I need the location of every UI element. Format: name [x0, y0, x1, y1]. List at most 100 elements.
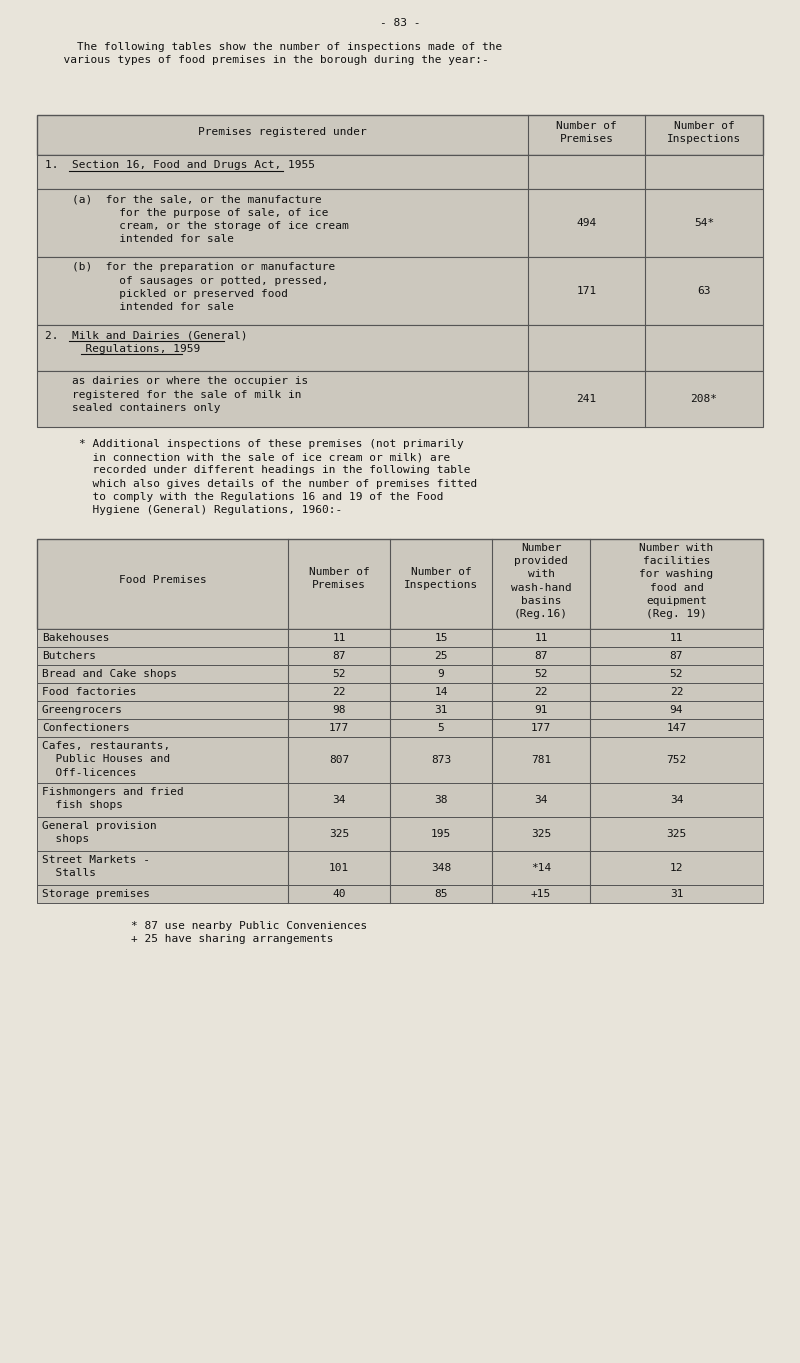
- Text: Butchers: Butchers: [42, 652, 96, 661]
- Text: General provision: General provision: [42, 821, 157, 831]
- Text: 325: 325: [329, 829, 349, 840]
- Text: 98: 98: [332, 705, 346, 716]
- Text: * Additional inspections of these premises (not primarily
      in connection wi: * Additional inspections of these premis…: [52, 439, 478, 515]
- Text: 87: 87: [332, 652, 346, 661]
- Bar: [37, 628, 763, 647]
- Text: 31: 31: [434, 705, 448, 716]
- Bar: [37, 155, 763, 189]
- Text: 34: 34: [670, 795, 683, 806]
- Bar: [37, 816, 763, 851]
- Text: * 87 use nearby Public Conveniences
            + 25 have sharing arrangements: * 87 use nearby Public Conveniences + 25…: [50, 921, 367, 945]
- Text: Regulations, 1959: Regulations, 1959: [45, 343, 200, 353]
- Text: 781: 781: [531, 755, 551, 765]
- Bar: [37, 538, 763, 628]
- Text: Confectioners: Confectioners: [42, 722, 130, 733]
- Text: sealed containers only: sealed containers only: [45, 403, 221, 413]
- Text: Off-licences: Off-licences: [42, 767, 137, 778]
- Text: 208*: 208*: [690, 394, 718, 403]
- Text: 87: 87: [534, 652, 548, 661]
- Text: - 83 -: - 83 -: [380, 18, 420, 29]
- Text: 325: 325: [666, 829, 686, 840]
- Text: Fishmongers and fried: Fishmongers and fried: [42, 786, 184, 797]
- Text: 195: 195: [431, 829, 451, 840]
- Bar: [37, 851, 763, 885]
- Text: 241: 241: [576, 394, 597, 403]
- Text: 38: 38: [434, 795, 448, 806]
- Bar: [37, 258, 763, 324]
- Text: 147: 147: [666, 722, 686, 733]
- Text: fish shops: fish shops: [42, 800, 123, 811]
- Text: 52: 52: [670, 669, 683, 679]
- Bar: [37, 114, 763, 155]
- Bar: [37, 885, 763, 904]
- Text: cream, or the storage of ice cream: cream, or the storage of ice cream: [45, 221, 349, 230]
- Text: 1.  Section 16, Food and Drugs Act, 1955: 1. Section 16, Food and Drugs Act, 1955: [45, 159, 315, 170]
- Text: 31: 31: [670, 889, 683, 900]
- Text: 85: 85: [434, 889, 448, 900]
- Bar: [37, 647, 763, 665]
- Text: shops: shops: [42, 834, 90, 845]
- Text: 177: 177: [329, 722, 349, 733]
- Text: 34: 34: [534, 795, 548, 806]
- Bar: [37, 782, 763, 816]
- Text: 171: 171: [576, 286, 597, 296]
- Text: 22: 22: [534, 687, 548, 696]
- Text: 14: 14: [434, 687, 448, 696]
- Text: 22: 22: [332, 687, 346, 696]
- Text: Bakehouses: Bakehouses: [42, 632, 110, 643]
- Bar: [37, 720, 763, 737]
- Text: Premises registered under: Premises registered under: [198, 127, 367, 138]
- Text: 87: 87: [670, 652, 683, 661]
- Text: (a)  for the sale, or the manufacture: (a) for the sale, or the manufacture: [45, 194, 322, 204]
- Text: Number of
Inspections: Number of Inspections: [667, 121, 741, 144]
- Text: Cafes, restaurants,: Cafes, restaurants,: [42, 741, 170, 751]
- Text: Food factories: Food factories: [42, 687, 137, 696]
- Text: Number of
Premises: Number of Premises: [556, 121, 617, 144]
- Text: Storage premises: Storage premises: [42, 889, 150, 900]
- Text: 63: 63: [698, 286, 710, 296]
- Bar: [37, 189, 763, 258]
- Text: 91: 91: [534, 705, 548, 716]
- Text: 325: 325: [531, 829, 551, 840]
- Text: 11: 11: [332, 632, 346, 643]
- Text: 25: 25: [434, 652, 448, 661]
- Text: 34: 34: [332, 795, 346, 806]
- Bar: [37, 324, 763, 371]
- Text: 11: 11: [534, 632, 548, 643]
- Text: 52: 52: [534, 669, 548, 679]
- Text: Bread and Cake shops: Bread and Cake shops: [42, 669, 177, 679]
- Text: +15: +15: [531, 889, 551, 900]
- Text: Street Markets -: Street Markets -: [42, 855, 150, 866]
- Bar: [37, 737, 763, 782]
- Text: 22: 22: [670, 687, 683, 696]
- Text: 348: 348: [431, 863, 451, 872]
- Text: as dairies or where the occupier is: as dairies or where the occupier is: [45, 376, 308, 386]
- Text: 94: 94: [670, 705, 683, 716]
- Bar: [37, 683, 763, 701]
- Text: 807: 807: [329, 755, 349, 765]
- Text: *14: *14: [531, 863, 551, 872]
- Bar: [37, 701, 763, 720]
- Text: (b)  for the preparation or manufacture: (b) for the preparation or manufacture: [45, 262, 335, 273]
- Text: 873: 873: [431, 755, 451, 765]
- Text: 12: 12: [670, 863, 683, 872]
- Text: 494: 494: [576, 218, 597, 228]
- Text: intended for sale: intended for sale: [45, 303, 234, 312]
- Text: pickled or preserved food: pickled or preserved food: [45, 289, 288, 298]
- Text: Number
provided
with
wash-hand
basins
(Reg.16): Number provided with wash-hand basins (R…: [510, 542, 571, 619]
- Text: 2.  Milk and Dairies (General): 2. Milk and Dairies (General): [45, 330, 247, 339]
- Text: 40: 40: [332, 889, 346, 900]
- Text: Number with
facilities
for washing
food and
equipment
(Reg. 19): Number with facilities for washing food …: [639, 542, 714, 619]
- Bar: [37, 665, 763, 683]
- Text: Public Houses and: Public Houses and: [42, 755, 170, 765]
- Text: Food Premises: Food Premises: [118, 575, 206, 585]
- Text: Greengrocers: Greengrocers: [42, 705, 123, 716]
- Text: 752: 752: [666, 755, 686, 765]
- Text: of sausages or potted, pressed,: of sausages or potted, pressed,: [45, 275, 329, 285]
- Text: 9: 9: [438, 669, 444, 679]
- Bar: [37, 371, 763, 427]
- Text: 52: 52: [332, 669, 346, 679]
- Text: The following tables show the number of inspections made of the
  various types : The following tables show the number of …: [50, 42, 502, 65]
- Text: 5: 5: [438, 722, 444, 733]
- Text: 101: 101: [329, 863, 349, 872]
